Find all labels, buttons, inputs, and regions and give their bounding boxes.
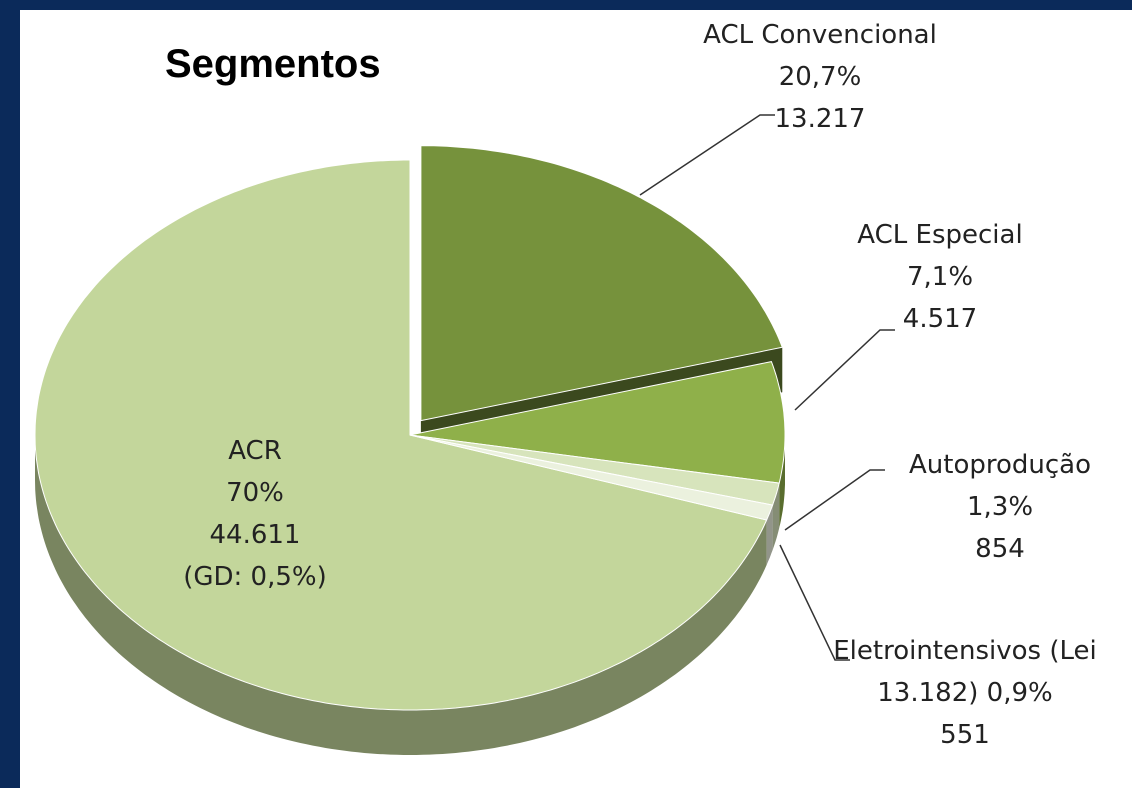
- pie-slice: [409, 361, 786, 484]
- slice-side: [766, 505, 773, 565]
- leader-line: [639, 114, 775, 196]
- category-label: ACL Especial: [857, 220, 1023, 250]
- value-label: 0,9%: [986, 678, 1053, 708]
- slice-tops: [34, 145, 786, 711]
- leader-lines: [639, 114, 895, 661]
- chart-title: Segmentos: [165, 42, 381, 86]
- slice-side: [772, 483, 780, 551]
- category-label: Eletrointensivos (Lei 13.182): [833, 636, 1097, 708]
- category-label: ACL Convencional: [703, 20, 937, 50]
- amount-label: 13.217: [774, 104, 866, 134]
- category-label: ACR: [228, 436, 282, 466]
- leader-line: [794, 329, 895, 411]
- slice-label: ACL Convencional 20,7% 13.217: [660, 14, 980, 140]
- amount-label: 551: [940, 720, 990, 750]
- slice-label: ACR 70% 44.611 (GD: 0,5%): [145, 430, 365, 598]
- amount-label: 854: [975, 534, 1025, 564]
- pie-slice: [409, 434, 774, 521]
- category-label: Autoprodução: [908, 450, 1091, 480]
- slice-label: Eletrointensivos (Lei 13.182) 0,9% 551: [825, 630, 1105, 756]
- leader-line: [779, 544, 850, 661]
- slice-label: ACL Especial 7,1% 4.517: [820, 214, 1060, 340]
- slice-label: Autoprodução 1,3% 854: [870, 444, 1130, 570]
- value-label: 20,7%: [778, 62, 862, 92]
- category-pct-line: Eletrointensivos (Lei 13.182) 0,9%: [825, 630, 1105, 714]
- value-label: 7,1%: [906, 262, 974, 292]
- pie-slice: [34, 159, 768, 711]
- value-label: 1,3%: [966, 492, 1034, 522]
- leader-line: [784, 469, 885, 531]
- value-label: 70%: [226, 478, 284, 508]
- amount-label: 44.611: [209, 520, 301, 550]
- pie-slice: [420, 145, 783, 422]
- annotation: (GD: 0,5%): [183, 562, 327, 592]
- slice-side: [779, 435, 785, 529]
- amount-label: 4.517: [902, 304, 978, 334]
- slice-side: [35, 435, 767, 755]
